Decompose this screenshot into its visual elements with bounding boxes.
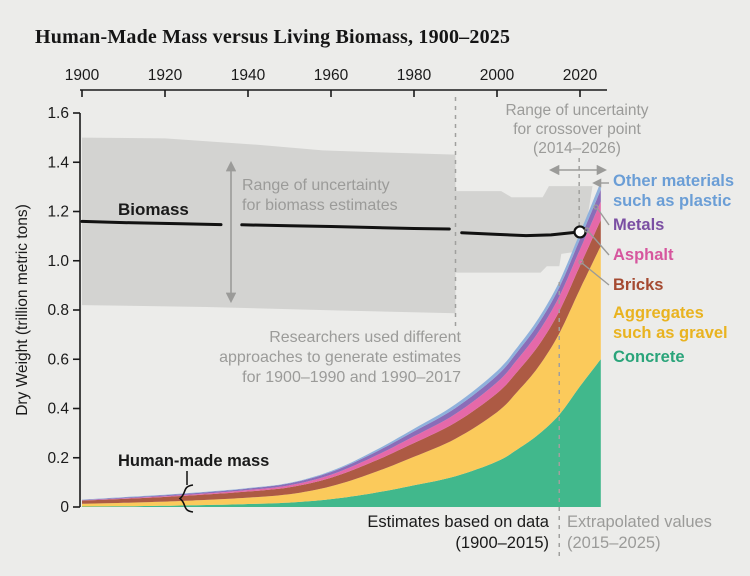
y-tick-label: 0.6 bbox=[47, 351, 69, 368]
x-tick-label: 1940 bbox=[231, 67, 266, 84]
biomass-uncertainty-band-post1990 bbox=[455, 186, 593, 273]
annotation-biomass-uncertainty: Range of uncertainty for biomass estimate… bbox=[242, 177, 398, 214]
y-tick-label: 1.4 bbox=[47, 154, 69, 171]
y-tick-label: 0.8 bbox=[47, 302, 69, 319]
x-tick-label: 1960 bbox=[314, 67, 349, 84]
y-tick-label: 0 bbox=[60, 499, 69, 516]
y-tick-label: 1.2 bbox=[47, 204, 69, 221]
leader-bricks bbox=[582, 262, 610, 286]
x-tick-label: 1980 bbox=[397, 67, 432, 84]
biomass-line-segment-2 bbox=[240, 223, 451, 231]
legend-label-aggregates: such as gravel bbox=[613, 324, 728, 342]
chart-title: Human-Made Mass versus Living Biomass, 1… bbox=[35, 26, 511, 48]
leader-dot-metals bbox=[593, 204, 599, 210]
legend-label-concrete: Concrete bbox=[613, 348, 685, 366]
annotation-extrapolated: Extrapolated values (2015–2025) bbox=[567, 513, 712, 552]
x-tick-label: 1920 bbox=[148, 67, 183, 84]
x-tick-label: 2020 bbox=[563, 67, 598, 84]
crossover-marker bbox=[573, 225, 587, 239]
legend-label-metals: Metals bbox=[613, 216, 664, 234]
legend-label-bricks: Bricks bbox=[613, 276, 663, 294]
legend-label-other: such as plastic bbox=[613, 192, 731, 210]
stack-area-concrete bbox=[82, 359, 601, 507]
y-axis-label: Dry Weight (trillion metric tons) bbox=[14, 204, 31, 416]
x-tick-label: 1900 bbox=[65, 67, 100, 84]
y-tick-label: 0.2 bbox=[47, 450, 69, 467]
biomass-label: Biomass bbox=[118, 200, 189, 219]
annotation-estimates: Estimates based on data (1900–2015) bbox=[367, 513, 549, 552]
human-made-brace bbox=[178, 484, 194, 513]
stack-area-aggregates-such-as-gravel bbox=[82, 246, 601, 507]
leader-dot-asphalt bbox=[584, 227, 590, 233]
annotation-crossover-uncertainty: Range of uncertainty for crossover point(… bbox=[505, 102, 648, 157]
x-tick-label: 2000 bbox=[480, 67, 515, 84]
biomass-line-segment-1 bbox=[80, 219, 223, 227]
y-tick-label: 1.6 bbox=[47, 105, 69, 122]
leader-asphalt bbox=[587, 231, 610, 256]
annotation-methodology: Researchers used different approaches to … bbox=[219, 329, 461, 386]
legend-label-asphalt: Asphalt bbox=[613, 246, 674, 264]
y-tick-label: 1.0 bbox=[47, 253, 69, 270]
leader-dot-bricks bbox=[578, 259, 584, 265]
leader-metals bbox=[596, 208, 610, 226]
biomass-line-segment-3 bbox=[460, 230, 582, 238]
y-tick-label: 0.4 bbox=[47, 401, 69, 418]
legend-label-other: Other materials bbox=[613, 172, 734, 190]
human-made-mass-label: Human-made mass bbox=[118, 452, 269, 470]
legend-label-aggregates: Aggregates bbox=[613, 304, 704, 322]
